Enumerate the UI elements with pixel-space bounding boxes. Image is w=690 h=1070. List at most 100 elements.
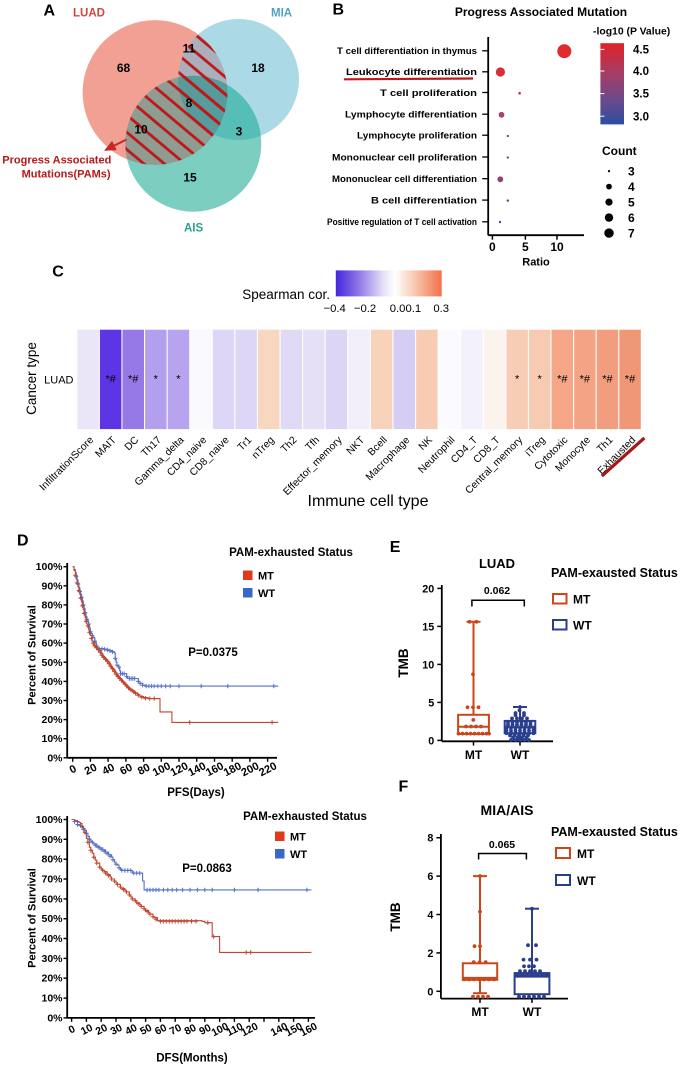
svg-text:*#: *#: [580, 374, 591, 386]
svg-text:TMB: TMB: [396, 648, 411, 677]
svg-text:P=0.0375: P=0.0375: [188, 647, 238, 659]
svg-text:3: 3: [236, 125, 243, 139]
svg-text:PFS(Days): PFS(Days): [167, 787, 225, 799]
svg-text:4.0: 4.0: [633, 66, 649, 78]
svg-text:A: A: [44, 3, 56, 20]
svg-text:5: 5: [628, 195, 635, 209]
svg-text:*: *: [515, 374, 520, 386]
svg-text:Mononuclear cell differentiati: Mononuclear cell differentiation: [332, 174, 477, 185]
svg-text:3: 3: [628, 164, 635, 178]
svg-text:TMB: TMB: [388, 902, 403, 931]
svg-text:50%: 50%: [41, 657, 63, 669]
svg-text:4: 4: [628, 180, 635, 194]
svg-text:-log10 (P Value): -log10 (P Value): [593, 27, 670, 38]
svg-text:30%: 30%: [41, 953, 63, 965]
svg-text:F: F: [399, 779, 409, 796]
svg-text:40: 40: [100, 762, 116, 778]
svg-text:80: 80: [183, 1022, 199, 1038]
svg-text:11: 11: [183, 42, 196, 56]
svg-text:WT: WT: [573, 619, 592, 633]
svg-text:0%: 0%: [47, 752, 63, 764]
svg-text:WT: WT: [290, 849, 307, 861]
svg-text:80: 80: [136, 762, 152, 778]
svg-text:18: 18: [251, 61, 265, 75]
svg-text:0: 0: [489, 240, 496, 254]
svg-text:10: 10: [422, 659, 434, 671]
svg-text:Immune cell type: Immune cell type: [308, 493, 429, 510]
svg-text:20: 20: [422, 583, 434, 595]
svg-text:10: 10: [79, 1022, 95, 1038]
svg-text:Leukocyte differentiation: Leukocyte differentiation: [346, 67, 477, 78]
svg-text:0.0: 0.0: [390, 303, 406, 315]
svg-text:MIA/AIS: MIA/AIS: [481, 802, 534, 818]
svg-text:80%: 80%: [41, 854, 63, 866]
svg-text:Percent of Survival: Percent of Survival: [27, 868, 39, 968]
svg-text:MIA: MIA: [271, 8, 292, 20]
svg-text:2: 2: [427, 948, 433, 960]
svg-text:−0.4: −0.4: [324, 303, 346, 315]
svg-text:10%: 10%: [41, 733, 63, 745]
svg-text:Cancer type: Cancer type: [24, 342, 39, 415]
svg-text:0: 0: [67, 1023, 78, 1036]
svg-text:8: 8: [427, 833, 433, 845]
svg-text:10: 10: [550, 240, 564, 254]
svg-text:*: *: [176, 374, 181, 386]
svg-text:Mutations(PAMs): Mutations(PAMs): [22, 169, 111, 181]
svg-text:PAM-exhausted Status: PAM-exhausted Status: [243, 811, 367, 823]
svg-text:WT: WT: [258, 588, 275, 600]
svg-text:60%: 60%: [41, 638, 63, 650]
svg-text:Lymphocyte differentiation: Lymphocyte differentiation: [345, 110, 477, 121]
svg-text:B: B: [333, 2, 345, 19]
svg-text:T cell proliferation: T cell proliferation: [380, 88, 477, 99]
svg-text:40%: 40%: [41, 676, 63, 688]
svg-text:0.065: 0.065: [489, 839, 515, 851]
svg-text:DFS(Months): DFS(Months): [156, 1053, 228, 1065]
svg-text:AIS: AIS: [184, 223, 204, 235]
svg-text:*#: *#: [557, 374, 568, 386]
svg-text:5: 5: [522, 240, 529, 254]
svg-text:20%: 20%: [41, 973, 63, 985]
svg-text:15: 15: [422, 621, 434, 633]
svg-text:P=0.0863: P=0.0863: [182, 863, 232, 875]
svg-text:LUAD: LUAD: [479, 556, 515, 571]
svg-text:Progress Associated: Progress Associated: [2, 155, 111, 167]
svg-text:30%: 30%: [41, 695, 63, 707]
svg-text:*#: *#: [602, 374, 613, 386]
svg-text:D: D: [17, 533, 29, 550]
svg-text:50: 50: [138, 1022, 154, 1038]
svg-text:0: 0: [427, 986, 433, 998]
svg-text:*#: *#: [625, 374, 636, 386]
svg-text:*#: *#: [128, 374, 139, 386]
svg-text:E: E: [390, 539, 401, 556]
svg-text:*: *: [154, 374, 159, 386]
svg-text:LUAD: LUAD: [44, 375, 73, 387]
svg-text:20: 20: [94, 1022, 110, 1038]
svg-text:0.062: 0.062: [484, 585, 510, 597]
svg-text:20: 20: [83, 762, 99, 778]
svg-text:30: 30: [109, 1022, 125, 1038]
svg-text:C: C: [52, 264, 64, 281]
svg-text:70: 70: [168, 1022, 184, 1038]
svg-text:60: 60: [153, 1022, 169, 1038]
svg-text:60: 60: [118, 762, 134, 778]
svg-text:WT: WT: [523, 1005, 542, 1019]
svg-text:3.5: 3.5: [633, 89, 650, 101]
svg-text:90%: 90%: [41, 834, 63, 846]
svg-text:−0.2: −0.2: [354, 303, 376, 315]
svg-text:Spearman cor.: Spearman cor.: [242, 287, 330, 302]
svg-text:PAM-exausted Status: PAM-exausted Status: [551, 825, 678, 839]
svg-text:68: 68: [117, 61, 131, 75]
svg-text:60%: 60%: [41, 893, 63, 905]
svg-text:8: 8: [186, 96, 193, 110]
svg-text:PAM-exausted Status: PAM-exausted Status: [551, 566, 678, 580]
svg-text:Progress Associated Mutation: Progress Associated Mutation: [455, 5, 627, 19]
svg-text:MT: MT: [573, 593, 591, 607]
svg-text:70%: 70%: [41, 874, 63, 886]
svg-text:7: 7: [628, 226, 635, 240]
svg-text:*: *: [538, 374, 543, 386]
svg-text:MT: MT: [577, 847, 595, 861]
svg-text:50%: 50%: [41, 913, 63, 925]
svg-text:4.5: 4.5: [633, 45, 650, 57]
svg-text:100%: 100%: [36, 814, 64, 826]
svg-text:40%: 40%: [41, 933, 63, 945]
